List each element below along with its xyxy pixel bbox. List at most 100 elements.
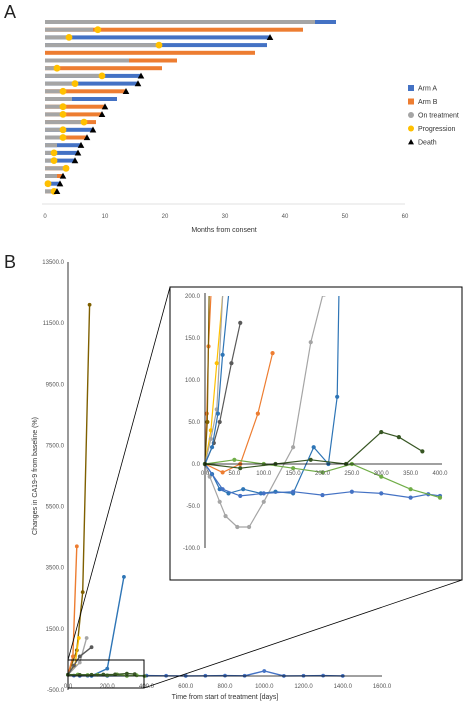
swimmer-x-tick: 20 bbox=[162, 214, 169, 220]
panel-b-label: B bbox=[4, 252, 16, 272]
on-treatment-segment bbox=[45, 27, 93, 32]
swimmer-x-tick: 30 bbox=[222, 214, 229, 220]
on-treatment-segment bbox=[45, 104, 63, 109]
inset-data-point bbox=[223, 513, 228, 519]
swimmer-x-axis-label: Months from consent bbox=[191, 227, 256, 234]
ca199-x-tick: 600.0 bbox=[178, 684, 194, 690]
inset-data-point bbox=[349, 489, 354, 494]
inset-data-point bbox=[217, 487, 222, 492]
inset-x-tick: 200.0 bbox=[315, 471, 331, 477]
progression-marker bbox=[80, 118, 88, 126]
legend-entry: On treatment bbox=[418, 113, 459, 120]
inset-x-tick: 400.0 bbox=[432, 471, 448, 477]
inset-data-point bbox=[205, 419, 210, 425]
ca199-y-tick: 5500.0 bbox=[46, 505, 65, 511]
ca199-data-point bbox=[132, 672, 137, 677]
death-marker bbox=[98, 111, 106, 118]
death-marker bbox=[71, 157, 79, 164]
legend-swatch bbox=[408, 125, 414, 132]
ca199-data-point bbox=[124, 671, 129, 676]
on-treatment-segment bbox=[45, 166, 66, 171]
ca199-x-ticks: 0.0200.0400.0600.0800.01000.01200.01400.… bbox=[64, 684, 392, 690]
inset-x-tick: 350.0 bbox=[403, 471, 419, 477]
inset-data-point bbox=[209, 445, 215, 450]
legend-entry: Progression bbox=[418, 126, 455, 133]
inset-series-line bbox=[204, 431, 423, 469]
death-marker bbox=[101, 103, 109, 110]
on-treatment-segment bbox=[45, 158, 54, 163]
death-marker bbox=[137, 72, 145, 79]
ca199-data-point bbox=[77, 654, 82, 659]
on-treatment-segment bbox=[45, 189, 54, 194]
inset-data-point bbox=[217, 419, 222, 425]
inset-data-point bbox=[229, 361, 234, 366]
inset-y-tick: 100.0 bbox=[185, 378, 201, 384]
progression-marker bbox=[59, 103, 67, 111]
inset-data-point bbox=[208, 436, 213, 441]
death-marker bbox=[56, 180, 64, 187]
on-treatment-segment bbox=[45, 58, 129, 63]
progression-marker bbox=[59, 111, 67, 118]
swimmer-bar bbox=[45, 127, 93, 132]
on-treatment-segment bbox=[45, 20, 315, 24]
on-treatment-segment bbox=[45, 127, 63, 132]
swimmer-x-tick: 40 bbox=[282, 214, 289, 220]
inset-y-tick: 200.0 bbox=[185, 294, 201, 300]
inset-data-point bbox=[291, 445, 296, 450]
ca199-series-line bbox=[67, 646, 92, 676]
inset-y-tick: 50.0 bbox=[188, 420, 200, 426]
ca199-data-point bbox=[74, 544, 79, 549]
inset-x-tick: 100.0 bbox=[256, 471, 272, 477]
ca199-y-tick: 1500.0 bbox=[46, 627, 65, 633]
ca199-y-axis-label: Changes in CA19-9 from baseline (%) bbox=[32, 417, 39, 535]
ca199-data-point bbox=[76, 636, 81, 640]
inset-data-point bbox=[270, 351, 275, 356]
progression-marker bbox=[62, 164, 70, 172]
ca199-data-point bbox=[113, 672, 117, 677]
progression-marker bbox=[59, 87, 67, 95]
inset-data-point bbox=[235, 524, 240, 530]
ca199-y-tick: 7500.0 bbox=[46, 443, 65, 449]
inset-data-point bbox=[408, 495, 413, 500]
inset-data-point bbox=[261, 499, 266, 504]
on-treatment-segment bbox=[45, 143, 57, 148]
inset-y-tick: -50.0 bbox=[186, 504, 200, 510]
swimmer-x-tick: 0 bbox=[43, 214, 47, 220]
swimmer-bar bbox=[45, 143, 81, 148]
death-marker bbox=[83, 134, 91, 141]
legend-swatch bbox=[408, 139, 414, 145]
inset-data-point bbox=[241, 487, 246, 492]
inset-data-point bbox=[437, 495, 443, 500]
swimmer-bar bbox=[45, 35, 270, 40]
legend-entry: Arm B bbox=[418, 99, 438, 106]
inset-data-point bbox=[420, 449, 425, 454]
inset-data-point bbox=[379, 429, 384, 435]
swimmer-x-tick: 50 bbox=[342, 214, 349, 220]
legend-swatch bbox=[408, 98, 414, 105]
inset-y-ticks: -100.0 -50.0 0.0 50.0 100.0 150.0 200.0 bbox=[183, 294, 201, 552]
inset-x-tick: 250.0 bbox=[344, 471, 360, 477]
swimmer-bar bbox=[45, 81, 138, 86]
inset-series-line bbox=[204, 296, 224, 465]
ca199-x-tick: 1400.0 bbox=[334, 684, 353, 690]
swimmer-bar bbox=[45, 104, 105, 109]
ca199-x-axis-label: Time from start of treatment [days] bbox=[172, 694, 279, 701]
inset-data-point bbox=[311, 445, 316, 450]
on-treatment-segment bbox=[45, 150, 54, 155]
on-treatment-segment bbox=[45, 73, 102, 78]
ca199-y-tick: 13500.0 bbox=[42, 260, 64, 266]
inset-data-point bbox=[238, 320, 243, 325]
progression-marker bbox=[59, 126, 67, 134]
swimmer-x-tick: 60 bbox=[402, 214, 409, 220]
inset-plot bbox=[202, 296, 443, 530]
inset-data-point bbox=[379, 474, 384, 479]
inset-data-point bbox=[220, 487, 225, 492]
progression-marker bbox=[50, 149, 58, 157]
inset-data-point bbox=[238, 493, 243, 499]
swimmer-bar bbox=[45, 89, 126, 94]
inset-data-point bbox=[396, 435, 401, 440]
on-treatment-segment bbox=[45, 66, 57, 71]
swimmer-plot bbox=[44, 20, 336, 195]
swimmer-bar bbox=[45, 66, 162, 71]
progression-marker bbox=[155, 41, 163, 49]
